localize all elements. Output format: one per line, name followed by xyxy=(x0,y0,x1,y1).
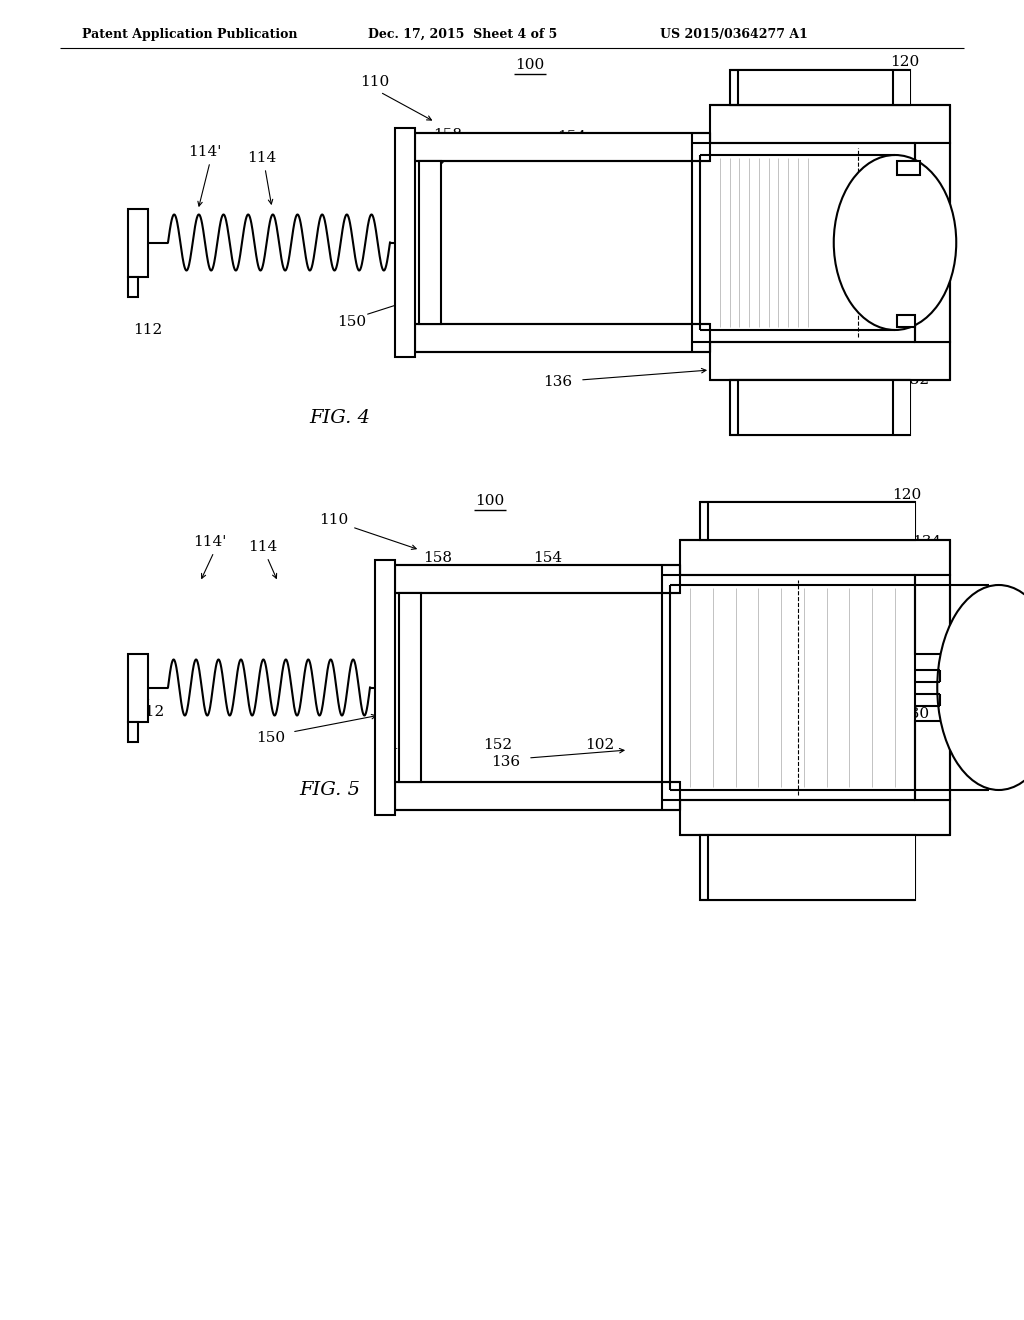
Text: US 2015/0364277 A1: US 2015/0364277 A1 xyxy=(660,28,808,41)
Ellipse shape xyxy=(937,585,1024,789)
Bar xyxy=(128,276,138,297)
Bar xyxy=(128,722,138,742)
Bar xyxy=(680,540,950,576)
Bar xyxy=(730,380,910,436)
Bar xyxy=(915,576,950,653)
Bar xyxy=(738,380,910,436)
Text: 112: 112 xyxy=(135,705,165,719)
Text: 122: 122 xyxy=(908,165,937,180)
Bar xyxy=(708,836,915,900)
Text: 154: 154 xyxy=(557,129,587,144)
Bar xyxy=(710,342,950,380)
Bar xyxy=(700,502,915,540)
Bar xyxy=(710,106,950,143)
Bar xyxy=(915,143,950,342)
Bar xyxy=(915,721,950,800)
Text: 112: 112 xyxy=(133,323,163,337)
Text: 122: 122 xyxy=(912,565,941,579)
Text: FIG. 4: FIG. 4 xyxy=(309,409,371,426)
Text: 100: 100 xyxy=(515,58,545,73)
Bar xyxy=(915,576,950,653)
Text: 152: 152 xyxy=(483,738,513,752)
Bar xyxy=(915,143,950,342)
Bar xyxy=(730,70,910,106)
Text: 152: 152 xyxy=(508,330,537,345)
Bar xyxy=(897,161,920,176)
Bar xyxy=(700,502,915,540)
Text: 100: 100 xyxy=(475,494,505,508)
Text: 130: 130 xyxy=(900,708,929,721)
Bar xyxy=(680,800,950,836)
Bar xyxy=(680,576,915,800)
Bar xyxy=(915,721,950,800)
Bar xyxy=(708,502,915,540)
Text: 102: 102 xyxy=(586,738,614,752)
Bar xyxy=(700,836,915,900)
Text: 114": 114" xyxy=(380,738,416,752)
Bar xyxy=(730,70,910,106)
Text: 132: 132 xyxy=(900,374,929,387)
Text: 150: 150 xyxy=(256,731,285,744)
Bar xyxy=(710,106,950,143)
Text: 134: 134 xyxy=(908,128,937,143)
Text: 114': 114' xyxy=(188,145,221,158)
Bar xyxy=(128,653,148,722)
Text: 114: 114 xyxy=(249,540,278,554)
Bar xyxy=(730,380,910,436)
Text: 104: 104 xyxy=(908,203,937,216)
Bar xyxy=(415,133,710,161)
Bar xyxy=(710,143,915,342)
Bar xyxy=(415,323,710,352)
Text: 158: 158 xyxy=(433,128,463,143)
Text: 110: 110 xyxy=(360,75,389,88)
Text: 154: 154 xyxy=(534,550,562,565)
Ellipse shape xyxy=(834,154,956,330)
Bar xyxy=(700,836,915,900)
Bar xyxy=(399,593,421,781)
Text: 156: 156 xyxy=(854,603,883,616)
Text: 136: 136 xyxy=(543,375,572,389)
Text: 110: 110 xyxy=(318,513,348,527)
Text: 114: 114 xyxy=(248,150,276,165)
Bar xyxy=(680,800,950,836)
Text: 132: 132 xyxy=(900,741,929,755)
Text: FIG. 5: FIG. 5 xyxy=(299,781,360,799)
Bar xyxy=(395,781,680,810)
Text: Dec. 17, 2015  Sheet 4 of 5: Dec. 17, 2015 Sheet 4 of 5 xyxy=(368,28,557,41)
Bar xyxy=(897,315,915,327)
Bar xyxy=(375,560,395,814)
Text: 120: 120 xyxy=(892,488,922,502)
Bar xyxy=(395,781,680,810)
Bar xyxy=(395,565,680,593)
Bar xyxy=(738,70,910,106)
Text: 114": 114" xyxy=(414,330,451,345)
Text: 130: 130 xyxy=(908,345,937,359)
Bar xyxy=(415,133,710,161)
Bar xyxy=(710,342,950,380)
Text: 158: 158 xyxy=(424,550,453,565)
Bar xyxy=(419,161,441,323)
Bar xyxy=(680,540,950,576)
Text: 150: 150 xyxy=(338,315,367,329)
Bar xyxy=(415,323,710,352)
Bar xyxy=(395,128,415,356)
Bar xyxy=(395,565,680,593)
Text: 114': 114' xyxy=(194,535,226,549)
Text: 102': 102' xyxy=(900,634,933,647)
Text: 104: 104 xyxy=(912,593,941,607)
Text: 120: 120 xyxy=(890,55,920,69)
Bar xyxy=(128,209,148,276)
Text: 134: 134 xyxy=(912,535,941,549)
Text: Patent Application Publication: Patent Application Publication xyxy=(82,28,298,41)
Text: 102: 102 xyxy=(613,330,643,345)
Text: 156: 156 xyxy=(900,275,929,289)
Text: 136: 136 xyxy=(490,755,520,770)
Text: 102': 102' xyxy=(908,242,941,255)
